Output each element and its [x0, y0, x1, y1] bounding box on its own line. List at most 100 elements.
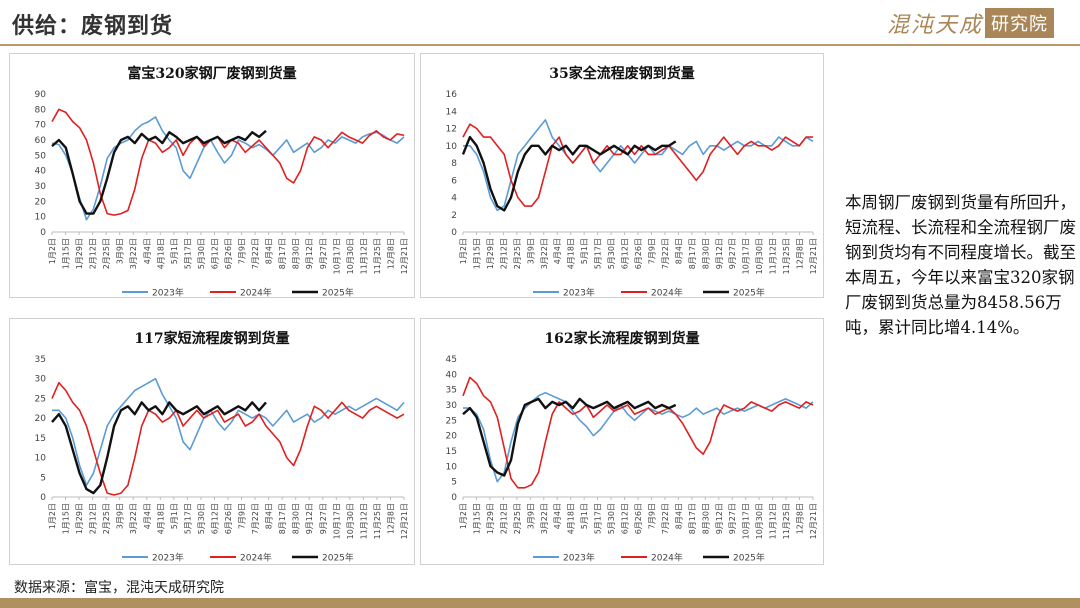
x-tick-label: 12月21日 [809, 503, 818, 539]
legend-label: 2025年 [322, 552, 354, 564]
logo-main-text: 混沌天成 [886, 13, 983, 38]
x-tick-label: 10月30日 [346, 238, 355, 274]
x-tick-label: 2月25日 [102, 503, 111, 534]
chart-162-svg: 162家长流程废钢到货量 0 5 10 15 20 25 30 35 40 45 1月2日 1月15日 1… [446, 330, 818, 564]
y-tick-label: 0 [451, 493, 457, 503]
summary-note: 本周钢厂废钢到货量有所回升，短流程、长流程和全流程钢厂废钢到货均有不同程度增长。… [845, 193, 1076, 337]
x-tick-label: 7月22日 [251, 503, 260, 534]
x-tick-label: 12月21日 [400, 503, 409, 539]
chart-320-svg: 富宝320家钢厂废钢到货量 0 10 20 30 40 50 60 70 80 90 1月2日 1月15… [35, 65, 409, 298]
x-tick-label: 6月12日 [621, 503, 630, 534]
chart-title: 35家全流程废钢到货量 [549, 65, 694, 82]
x-tick-label: 4月4日 [143, 238, 152, 264]
chart-panel-35: 35家全流程废钢到货量 0 2 4 6 8 10 12 14 16 1月2日 1月15日 1月29日 2月… [420, 53, 824, 298]
legend-label: 2025年 [733, 287, 765, 298]
x-tick-label: 8月30日 [701, 503, 710, 534]
x-tick-label: 8月4日 [265, 503, 274, 529]
chart-117-svg: 117家短流程废钢到货量 0 5 10 15 20 25 30 35 1月2日 1月15日 1月29日… [35, 330, 409, 564]
x-tick-label: 5月1日 [170, 238, 179, 264]
legend-label: 2023年 [152, 552, 184, 564]
x-tick-label: 1月29日 [75, 238, 84, 269]
x-tick-label: 11月25日 [782, 238, 791, 274]
y-tick-label: 16 [446, 90, 458, 100]
x-tick-label: 10月17日 [332, 238, 341, 274]
x-tick-label: 11月25日 [782, 503, 791, 539]
x-tick-label: 10月17日 [742, 503, 751, 539]
x-tick-label: 8月17日 [278, 503, 287, 534]
x-tick-label: 2月12日 [89, 238, 98, 269]
data-source: 数据来源：富宝，混沌天成研究院 [14, 580, 224, 596]
y-tick-label: 15 [35, 434, 46, 444]
x-tick-label: 2月12日 [499, 238, 508, 269]
x-tick-label: 11月12日 [359, 503, 368, 539]
x-tick-label: 10月17日 [742, 238, 751, 274]
y-tick-label: 70 [35, 121, 47, 131]
y-tick-label: 35 [35, 355, 46, 365]
series-line-2023 [51, 116, 405, 221]
footer-bar [0, 598, 1080, 608]
x-tick-label: 11月25日 [373, 503, 382, 539]
chart-title: 162家长流程废钢到货量 [544, 330, 699, 347]
x-tick-label: 9月27日 [319, 238, 328, 269]
x-tick-label: 10月30日 [346, 503, 355, 539]
y-tick-label: 45 [446, 355, 457, 365]
chart-35-svg: 35家全流程废钢到货量 0 2 4 6 8 10 12 14 16 1月2日 1月15日 1月29日 2月… [446, 65, 818, 298]
y-tick-label: 0 [40, 493, 46, 503]
x-tick-label: 8月17日 [688, 503, 697, 534]
series-line-2024 [462, 376, 814, 489]
series-line-2025 [51, 129, 267, 215]
y-tick-label: 60 [35, 136, 47, 146]
series-line-2025 [51, 401, 267, 495]
x-tick-label: 2月12日 [499, 503, 508, 534]
x-tick-label: 3月9日 [116, 503, 125, 529]
x-tick-label: 4月4日 [143, 503, 152, 529]
x-tick-label: 4月18日 [567, 503, 576, 534]
y-tick-label: 40 [446, 370, 458, 380]
x-tick-label: 3月9日 [526, 503, 535, 529]
x-tick-label: 4月4日 [553, 503, 562, 529]
x-tick-label: 1月15日 [62, 503, 71, 534]
legend-label: 2025年 [322, 287, 354, 298]
y-tick-label: 20 [35, 414, 47, 424]
x-tick-label: 6月26日 [224, 503, 233, 534]
series-line-2023 [52, 377, 405, 486]
legend-label: 2023年 [152, 287, 184, 298]
chart-panel-162: 162家长流程废钢到货量 0 5 10 15 20 25 30 35 40 45 1月2日 1月15日 1… [420, 318, 824, 565]
x-tick-label: 5月1日 [580, 238, 589, 264]
x-tick-label: 6月26日 [634, 238, 643, 269]
x-tick-label: 9月27日 [319, 503, 328, 534]
y-tick-label: 30 [35, 375, 47, 385]
chart-title: 117家短流程废钢到货量 [134, 330, 289, 347]
x-tick-label: 7月9日 [647, 238, 656, 264]
x-tick-label: 6月12日 [210, 503, 219, 534]
series-line-2024 [51, 108, 405, 216]
x-tick-label: 3月22日 [129, 503, 138, 534]
x-tick-label: 1月29日 [75, 503, 84, 534]
x-tick-label: 11月25日 [373, 238, 382, 274]
company-logo: 混沌天成 研究院 [887, 6, 1054, 40]
x-tick-label: 4月4日 [553, 238, 562, 264]
chart-title: 富宝320家钢厂废钢到货量 [127, 65, 296, 82]
x-tick-label: 5月30日 [607, 503, 616, 534]
x-tick-label: 1月15日 [472, 238, 481, 269]
x-tick-label: 8月4日 [265, 238, 274, 264]
x-tick-label: 4月18日 [156, 503, 165, 534]
chart-panel-117: 117家短流程废钢到货量 0 5 10 15 20 25 30 35 1月2日 1月15日 1月29日… [9, 318, 415, 565]
y-tick-label: 20 [35, 197, 47, 207]
x-tick-label: 7月9日 [647, 503, 656, 529]
x-tick-label: 9月12日 [715, 238, 724, 269]
x-tick-label: 4月18日 [156, 238, 165, 269]
y-tick-label: 25 [35, 394, 46, 404]
x-tick-label: 1月2日 [48, 503, 57, 529]
series-line-2024 [51, 381, 405, 496]
y-tick-label: 8 [451, 159, 457, 169]
y-tick-label: 20 [446, 432, 458, 442]
x-tick-label: 10月30日 [755, 503, 764, 539]
logo-box-text: 研究院 [985, 8, 1054, 38]
x-tick-label: 9月27日 [728, 238, 737, 269]
y-tick-label: 25 [446, 416, 457, 426]
y-tick-label: 0 [40, 228, 46, 238]
x-tick-label: 5月1日 [580, 503, 589, 529]
series-line-2024 [462, 123, 813, 207]
x-tick-label: 3月22日 [540, 238, 549, 269]
